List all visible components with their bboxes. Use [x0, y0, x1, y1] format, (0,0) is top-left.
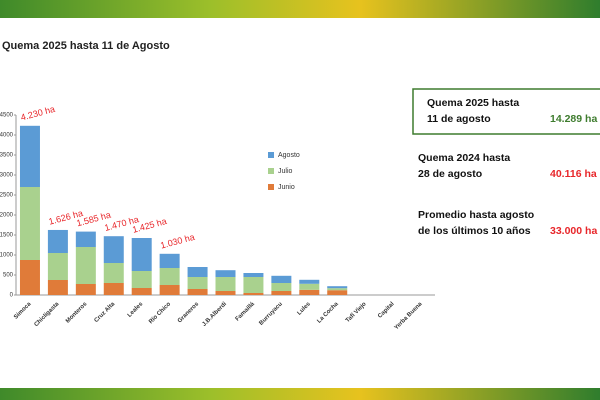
legend-swatch	[268, 152, 274, 158]
highlight-box	[412, 88, 600, 135]
bar-segment	[75, 284, 96, 295]
bar-segment	[215, 277, 236, 291]
bar-segment	[187, 289, 208, 295]
bar-segment	[215, 270, 236, 277]
x-tick-label: J.B.Alberdi	[201, 301, 228, 328]
x-tick-label: Monteros	[65, 301, 89, 325]
x-tick-label: Burruyacu	[258, 301, 284, 327]
bar-segment	[327, 290, 348, 295]
top-band	[0, 0, 600, 18]
bar-segment	[19, 260, 40, 295]
bar-segment	[131, 271, 152, 288]
legend-label: Junio	[278, 184, 295, 191]
bar-segment	[103, 263, 124, 283]
summary-label: 28 de agosto	[418, 168, 482, 180]
y-tick-label: 0	[10, 293, 14, 299]
legend-label: Agosto	[278, 152, 300, 159]
legend-swatch	[268, 168, 274, 174]
legend-swatch	[268, 184, 274, 190]
bar-segment	[243, 273, 264, 277]
x-tick-label: La Cocha	[316, 301, 340, 325]
bar-segment	[159, 253, 180, 268]
bar-segment	[243, 277, 264, 293]
x-tick-label: Cruz Alta	[94, 301, 117, 324]
y-tick-label: 500	[3, 273, 14, 279]
total-label: 1.030 ha	[159, 232, 195, 251]
bar-segment	[215, 291, 236, 295]
y-tick-label: 3500	[0, 153, 14, 159]
bar-segment	[131, 288, 152, 295]
bar-segment	[159, 268, 180, 285]
summary-label: de los últimos 10 años	[418, 225, 531, 237]
bottom-band	[0, 388, 600, 400]
bar-segment	[271, 291, 292, 295]
bar-segment	[47, 229, 68, 253]
y-tick-label: 2000	[0, 213, 14, 219]
bar-segment	[47, 280, 68, 295]
x-tick-label: Chicligasta	[34, 301, 61, 328]
bar-segment	[299, 283, 320, 290]
summary-value: 14.289 ha	[550, 113, 597, 125]
x-tick-label: Lules	[297, 301, 313, 317]
summary-label: Quema 2025 hasta	[427, 97, 519, 109]
bar-segment	[327, 288, 348, 291]
bar-segment	[187, 277, 208, 289]
summary-label: Quema 2024 hasta	[418, 152, 510, 164]
x-tick-label: Famaillá	[235, 301, 257, 323]
x-tick-label: Leales	[127, 301, 145, 319]
bar-segment	[131, 238, 152, 271]
bar-segment	[327, 286, 348, 289]
summary-value: 40.116 ha	[550, 168, 597, 180]
x-tick-label: Simoca	[13, 301, 33, 321]
summary-label: 11 de agosto	[427, 113, 491, 125]
y-tick-label: 1500	[0, 233, 14, 239]
bar-segment	[103, 283, 124, 295]
bar-segment	[159, 285, 180, 295]
bar-segment	[47, 253, 68, 280]
y-tick-label: 4500	[0, 113, 14, 119]
bar-segment	[243, 293, 264, 295]
x-tick-label: Capital	[377, 301, 396, 320]
y-tick-label: 2500	[0, 193, 14, 199]
chart-title: Quema 2025 hasta 11 de Agosto	[2, 40, 170, 52]
legend-label: Julio	[278, 168, 293, 175]
bar-segment	[271, 283, 292, 291]
summary-value: 33.000 ha	[550, 225, 597, 237]
x-tick-label: Yerba Buena	[394, 301, 424, 331]
bar-segment	[103, 236, 124, 263]
bar-segment	[75, 247, 96, 284]
bar-segment	[19, 125, 40, 187]
x-tick-label: Graneros	[177, 301, 201, 325]
bar-segment	[271, 275, 292, 283]
y-tick-label: 4000	[0, 133, 14, 139]
bar-segment	[19, 187, 40, 260]
y-tick-label: 3000	[0, 173, 14, 179]
bar-segment	[299, 279, 320, 284]
x-tick-label: Tafí Viejo	[345, 301, 368, 324]
summary-label: Promedio hasta agosto	[418, 209, 534, 221]
total-label: 4.230 ha	[20, 104, 56, 123]
bar-segment	[75, 231, 96, 247]
bar-segment	[187, 267, 208, 277]
x-tick-label: Río Chico	[148, 301, 172, 325]
bar-segment	[299, 289, 320, 295]
y-tick-label: 1000	[0, 253, 14, 259]
